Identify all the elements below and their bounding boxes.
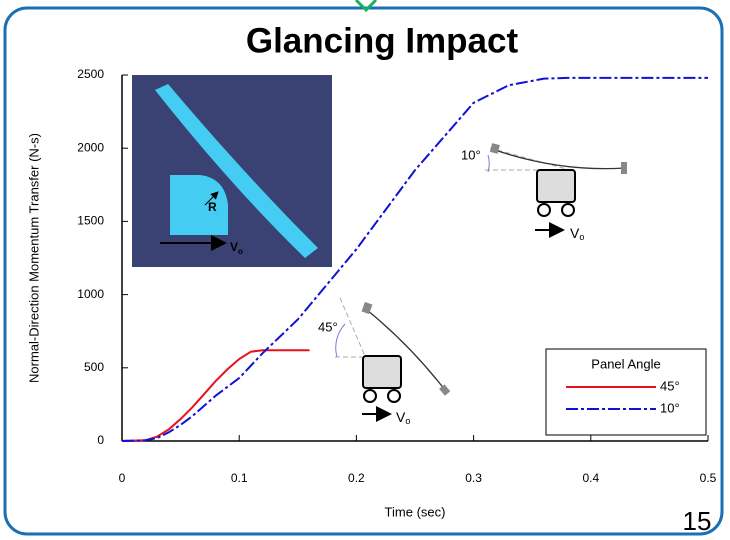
page-number: 15 [683, 506, 712, 536]
x-axis-label: Time (sec) [385, 504, 446, 519]
y-tick-label: 500 [84, 360, 104, 374]
x-tick-label: 0.1 [231, 471, 248, 485]
x-tick-label: 0.2 [348, 471, 365, 485]
x-tick-label: 0.3 [465, 471, 482, 485]
y-tick-label: 0 [97, 433, 104, 447]
y-tick-label: 2500 [77, 67, 104, 81]
y-tick-label: 2000 [77, 140, 104, 154]
legend-label: 45° [660, 378, 680, 393]
annotation: 45° [318, 319, 338, 334]
slide: Glancing Impact 15 R Vo 10° Vo [0, 0, 730, 540]
inset-block [170, 175, 228, 235]
annotation: 10° [461, 147, 481, 162]
slide-frame [5, 8, 722, 534]
inset-label: R [208, 200, 217, 214]
legend-label: 10° [660, 400, 680, 415]
x-tick-label: 0.4 [582, 471, 599, 485]
y-tick-label: 1500 [77, 214, 104, 228]
y-tick-label: 1000 [77, 287, 104, 301]
x-tick-label: 0.5 [700, 471, 717, 485]
y-axis-label: Normal-Direction Momentum Transfer (N-s) [26, 133, 41, 383]
legend-title: Panel Angle [591, 356, 660, 371]
inset: R Vo [132, 75, 332, 267]
chart-title: Glancing Impact [246, 21, 519, 60]
x-tick-label: 0 [119, 471, 126, 485]
